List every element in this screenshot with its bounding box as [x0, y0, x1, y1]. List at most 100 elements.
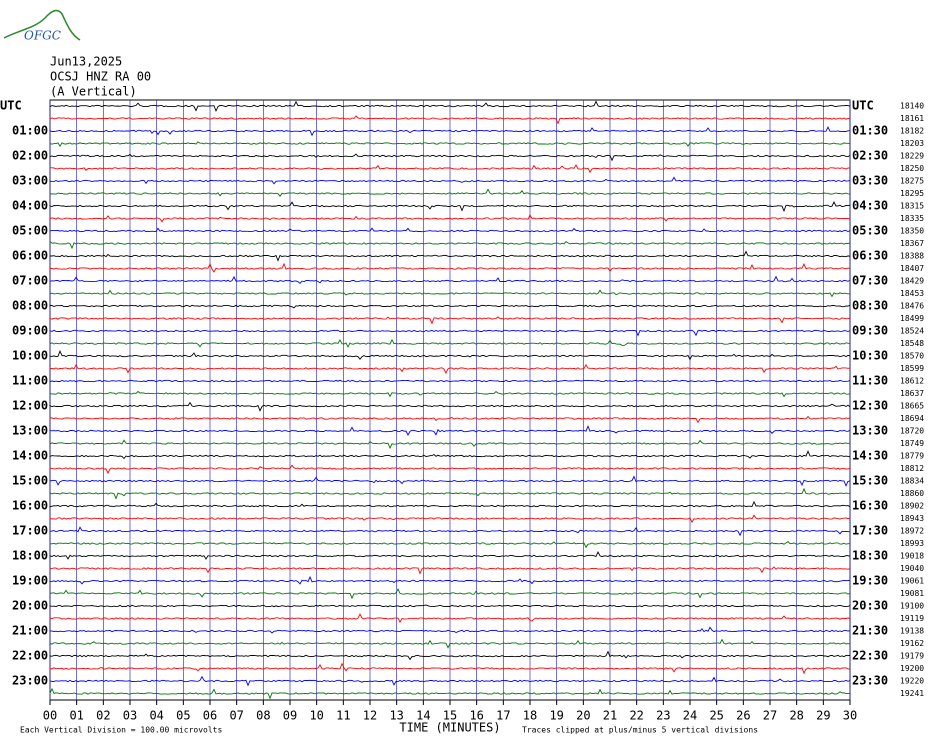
row-count: 18902	[900, 502, 924, 511]
left-time-label: 11:00	[12, 374, 48, 388]
row-count: 18367	[900, 239, 924, 248]
station: OCSJ HNZ RA 00	[50, 70, 151, 84]
x-axis-title: TIME (MINUTES)	[399, 721, 500, 735]
row-count: 18834	[900, 477, 924, 486]
trace	[49, 526, 850, 537]
left-time-label: 15:00	[12, 474, 48, 488]
x-tick-label: 15	[443, 709, 457, 723]
x-tick-label: 26	[736, 709, 750, 723]
x-tick-label: 25	[709, 709, 723, 723]
trace	[49, 214, 851, 223]
right-time-label: 14:30	[852, 449, 888, 463]
trace	[49, 401, 851, 412]
x-tick-label: 09	[283, 709, 297, 723]
row-count: 18499	[900, 314, 924, 323]
trace	[49, 450, 851, 460]
right-time-label: 17:30	[852, 524, 888, 538]
left-time-label: 22:00	[12, 649, 48, 663]
left-time-label: 06:00	[12, 249, 48, 263]
trace	[49, 604, 851, 608]
x-tick-label: 22	[629, 709, 643, 723]
trace	[49, 153, 851, 162]
left-time-label: 08:00	[12, 299, 48, 313]
trace	[49, 115, 851, 125]
right-time-label: 18:30	[852, 549, 888, 563]
right-time-label: 12:30	[852, 399, 888, 413]
row-count: 18476	[900, 302, 924, 311]
trace	[49, 541, 850, 549]
trace	[49, 304, 851, 309]
left-time-label: 04:00	[12, 199, 48, 213]
left-time-label: 01:00	[12, 124, 48, 138]
x-tick-label: 07	[229, 709, 243, 723]
trace	[49, 514, 851, 524]
row-count: 18860	[900, 489, 924, 498]
x-tick-label: 24	[683, 709, 697, 723]
row-count: 18161	[900, 114, 924, 123]
trace	[49, 379, 851, 383]
division-note: Each Vertical Division = 100.00 microvol…	[20, 726, 222, 735]
row-count: 19018	[900, 552, 924, 561]
row-count: 18943	[900, 514, 924, 523]
right-time-label: 13:30	[852, 424, 888, 438]
row-count: 18140	[900, 102, 924, 111]
x-tick-label: 28	[789, 709, 803, 723]
trace	[49, 338, 851, 348]
row-count: 18275	[900, 177, 924, 186]
x-tick-label: 29	[816, 709, 830, 723]
trace	[49, 390, 851, 398]
trace	[49, 475, 851, 487]
row-count: 18637	[900, 389, 924, 398]
row-count: 19162	[900, 639, 924, 648]
x-tick-label: 01	[69, 709, 83, 723]
trace	[49, 550, 851, 560]
row-count: 19200	[900, 664, 924, 673]
row-count: 18229	[900, 152, 924, 161]
x-tick-label: 05	[176, 709, 190, 723]
trace	[49, 638, 851, 649]
row-count: 18429	[900, 277, 924, 286]
x-tick-label: 10	[309, 709, 323, 723]
row-count: 18612	[900, 377, 924, 386]
left-time-label: 05:00	[12, 224, 48, 238]
trace	[49, 587, 851, 600]
right-time-label: 16:30	[852, 499, 888, 513]
x-tick-label: 27	[763, 709, 777, 723]
trace	[49, 613, 851, 624]
row-count: 18388	[900, 252, 924, 261]
trace	[49, 227, 851, 233]
left-time-label: 03:00	[12, 174, 48, 188]
x-tick-label: 13	[389, 709, 403, 723]
trace	[49, 364, 851, 375]
x-tick-label: 11	[336, 709, 350, 723]
x-tick-label: 00	[43, 709, 57, 723]
row-count: 18812	[900, 464, 924, 473]
left-time-label: 18:00	[12, 549, 48, 563]
x-tick-label: 21	[603, 709, 617, 723]
x-tick-label: 08	[256, 709, 270, 723]
right-time-label: 01:30	[852, 124, 888, 138]
trace	[49, 176, 851, 185]
right-time-label: 02:30	[852, 149, 888, 163]
right-time-label: 09:30	[852, 324, 888, 338]
trace	[49, 289, 851, 298]
row-count: 19119	[900, 614, 924, 623]
row-count: 18599	[900, 364, 924, 373]
left-time-label: 07:00	[12, 274, 48, 288]
x-tick-label: 17	[496, 709, 510, 723]
x-tick-label: 20	[576, 709, 590, 723]
trace	[49, 687, 851, 700]
trace	[49, 650, 851, 661]
trace	[49, 240, 851, 250]
trace	[49, 415, 851, 424]
row-count: 18524	[900, 327, 924, 336]
trace	[49, 100, 851, 113]
right-time-label: 19:30	[852, 574, 888, 588]
row-count: 18548	[900, 339, 924, 348]
left-time-label: 21:00	[12, 624, 48, 638]
row-count: 19241	[900, 689, 924, 698]
right-time-label: 04:30	[852, 199, 888, 213]
trace	[49, 126, 851, 137]
right-time-label: 20:30	[852, 599, 888, 613]
left-time-label: 19:00	[12, 574, 48, 588]
